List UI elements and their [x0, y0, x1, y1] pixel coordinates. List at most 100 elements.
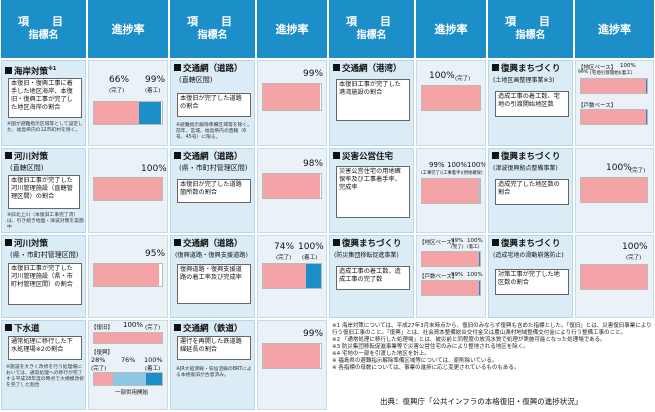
housing-legend: (工事完了)(工事着手)(用地確保) [421, 171, 483, 176]
housing-item-cell: 災害公営住宅 災害公営住宅の用地確保率及び工事着手率、完成率 [329, 148, 414, 233]
coast-start-pct: 99% [145, 75, 166, 85]
town-land-legend-land: 【地区ベース】 [578, 65, 617, 71]
town-landslide-bar-fill [581, 265, 647, 289]
header-item-col1: 項 目指標名 [1, 0, 86, 58]
housing-bar [421, 178, 481, 204]
sewer-recon-all-pct: 100% [144, 356, 163, 364]
footnote-5: ※ 福島県の避難指示解除準備区域等については、原則除いている。 [332, 358, 498, 364]
rail-rate-cell: 99% [257, 320, 327, 410]
sewer-item-cell: 下水道 通常処理に移行した下水処理場※2の割合 ※施設を大きく改修を行う処理場に… [1, 320, 86, 410]
sewer-note: ※施設を大きく改修を行う処理場においては、通常処理への移行が完了する平成28年度… [6, 365, 85, 388]
town-collective-pct-a-label: (完了) [451, 245, 464, 250]
town-collective-pct-b-label: (着工) [467, 245, 480, 250]
town-landslide-pct-label: (完了) [626, 255, 642, 261]
town-collective-land-bar-a [422, 252, 480, 266]
town-tsunami-bar-fill [581, 178, 647, 202]
road-pref-bar [262, 173, 322, 199]
rail-desc: 運行を再開した鉄道路線延長の割合 [177, 336, 251, 360]
road-recon-title: 交通網（道路） [174, 239, 243, 249]
town-land-desc: 造成工事の着工数、宅地の引渡開始地区数 [495, 91, 569, 117]
river-pref-bar-fill [94, 264, 159, 286]
road-direct-item-cell: 交通網（道路） (直轄区間) 本復旧が完了した道路の割合 ※避難指示解除準備区域… [170, 60, 255, 146]
port-desc: 本復旧工事が完了した港湾施設の割合 [336, 79, 410, 121]
town-collective-item-cell: 復興まちづくり (防災集団移転促進事業) 造成工事の着工数、造成工事の完了数 [329, 235, 414, 318]
road-pref-bar-fill [263, 174, 320, 198]
sewer-recon-all-label: (着工) [145, 366, 161, 372]
road-pref-desc: 本復旧が完了した道路箇所数の割合 [177, 179, 251, 203]
road-direct-pct: 99% [303, 69, 324, 79]
coast-done-pct: 66% [109, 75, 130, 85]
town-land-legend-house: 【戸数ベース】 [578, 103, 617, 109]
coast-desc: 本復旧・復興工事に着手した地区海岸、本復旧・復興工事が完了した地区海岸の割合 [8, 78, 82, 118]
sewer-recon-mid-pct: 76% [121, 356, 136, 364]
sewer-restore-bar-fill [94, 333, 162, 343]
port-item-cell: 交通網（港湾） 本復旧工事が完了した港湾施設の割合 [329, 60, 414, 146]
sewer-restore-legend: 【復旧】 [91, 325, 114, 331]
rail-title: 交通網（鉄道） [174, 324, 243, 334]
town-tsunami-subtitle: (津波復興拠点整備事業) [493, 165, 558, 172]
town-landslide-desc: 対策工事が完了した地区数の割合 [495, 269, 569, 295]
housing-title: 災害公営住宅 [333, 152, 393, 162]
sewer-title: 下水道 [5, 324, 40, 334]
town-collective-subtitle: (防災集団移転促進事業) [334, 252, 399, 259]
rail-pct: 99% [303, 329, 324, 339]
town-land-item-cell: 復興まちづくり (土地区画整理事業※3) 造成工事の着工数、宅地の引渡開始地区数 [488, 60, 573, 146]
coast-rate-cell: 66% (完了) 99% (着工) [88, 60, 168, 146]
town-collective-desc: 造成工事の着工数、造成工事の完了数 [336, 266, 410, 290]
town-tsunami-item-cell: 復興まちづくり (津波復興拠点整備事業) 造成完了した地区数の割合 [488, 148, 573, 233]
header-rate-col2: 進捗率 [257, 0, 327, 58]
town-land-pct-a: 99% [578, 70, 589, 75]
town-land-pct-b-label: (着工) [620, 71, 633, 76]
footnote-1: ※1 海岸対策については、平成27年3月末時点から、復旧のみならず復興も含めた指… [332, 323, 652, 336]
road-pref-title: 交通網（道路） [174, 152, 243, 162]
header-item-col3: 項 目指標名 [329, 0, 414, 58]
coast-title: 海岸対策※1 [5, 64, 56, 77]
town-collective-legend-land: 【地区ベース】 [419, 240, 458, 246]
sewer-rate-cell: 【復旧】 100% (完了) 【復興】 28% (完了) 76% 100% (着… [88, 320, 168, 410]
town-collective-house-bar [421, 280, 481, 296]
river-direct-rate-cell: 100% [88, 148, 168, 233]
road-direct-title: 交通網（道路） [174, 64, 243, 74]
port-bar-fill [422, 86, 480, 110]
town-collective-pct-c: 99% [451, 272, 464, 278]
road-direct-desc: 本復旧が完了した道路の割合 [177, 93, 251, 117]
housing-pct1: 99% [429, 161, 445, 169]
road-direct-bar-fill [263, 84, 321, 110]
town-collective-land-bar [421, 251, 481, 267]
town-collective-pct-a: 99% [451, 238, 464, 244]
town-land-house-bar [580, 109, 648, 125]
header-item-col4: 項 目指標名 [488, 0, 573, 58]
sewer-recon-legend: 【復興】 [91, 350, 114, 356]
river-direct-title: 河川対策 [5, 152, 48, 162]
header-item-col2: 項 目指標名 [170, 0, 255, 58]
river-pref-item-cell: 河川対策 (県・市町村管理区間) 本復旧工事が完了した河川管理施設（県・市町村管… [1, 235, 86, 318]
town-tsunami-rate-cell: 100% (完了) [575, 148, 654, 233]
road-recon-bar [262, 263, 322, 289]
river-pref-subtitle: (県・市町村管理区間) [10, 251, 79, 259]
coast-bar-done [94, 102, 139, 124]
town-land-land-bar [580, 78, 648, 94]
rail-item-cell: 交通網（鉄道） 運行を再開した鉄道路線延長の割合 ※JR大船渡線・気仙沼線のBR… [170, 320, 255, 410]
coast-bar [93, 101, 163, 125]
town-landslide-pct: 100% [622, 242, 648, 252]
sewer-recon-done-label: (完了) [91, 366, 107, 372]
road-recon-bar-done [263, 264, 306, 288]
housing-rate-cell: 99% 100% 100% (工事完了)(工事着手)(用地確保) [416, 148, 486, 233]
river-direct-bar-fill [94, 178, 162, 200]
rail-note: ※JR大船渡線・気仙沼線のBRTによる本格復旧が合意済み。 [176, 367, 252, 378]
river-pref-desc: 本復旧工事が完了した河川管理施設（県・市町村管理区間）の割合 [8, 263, 82, 305]
road-recon-item-cell: 交通網（道路） (復興道路・復興支援道路) 復興道路・復興支援道路の着工率及び完… [170, 235, 255, 318]
header-rate-col1: 進捗率 [88, 0, 168, 58]
road-pref-pct: 98% [303, 159, 324, 169]
header-rate-col3: 進捗率 [416, 0, 486, 58]
road-direct-subtitle: (直轄区間) [179, 76, 213, 84]
sewer-recon-bar-done [94, 373, 114, 385]
sewer-restore-pct: 100% [123, 321, 144, 329]
housing-desc: 災害公営住宅の用地確保率及び工事着手率、完成率 [336, 166, 410, 218]
port-bar [421, 85, 481, 111]
footnote-6: ※ 各指標の母数については、事業の進捗に応じ変更されているものもある。 [332, 365, 520, 371]
rail-bar-fill [263, 344, 321, 368]
river-pref-title: 河川対策 [5, 239, 48, 249]
river-direct-item-cell: 河川対策 (直轄区間) 本復旧工事が完了した河川管理施設（直轄管理区間）の割合 … [1, 148, 86, 233]
